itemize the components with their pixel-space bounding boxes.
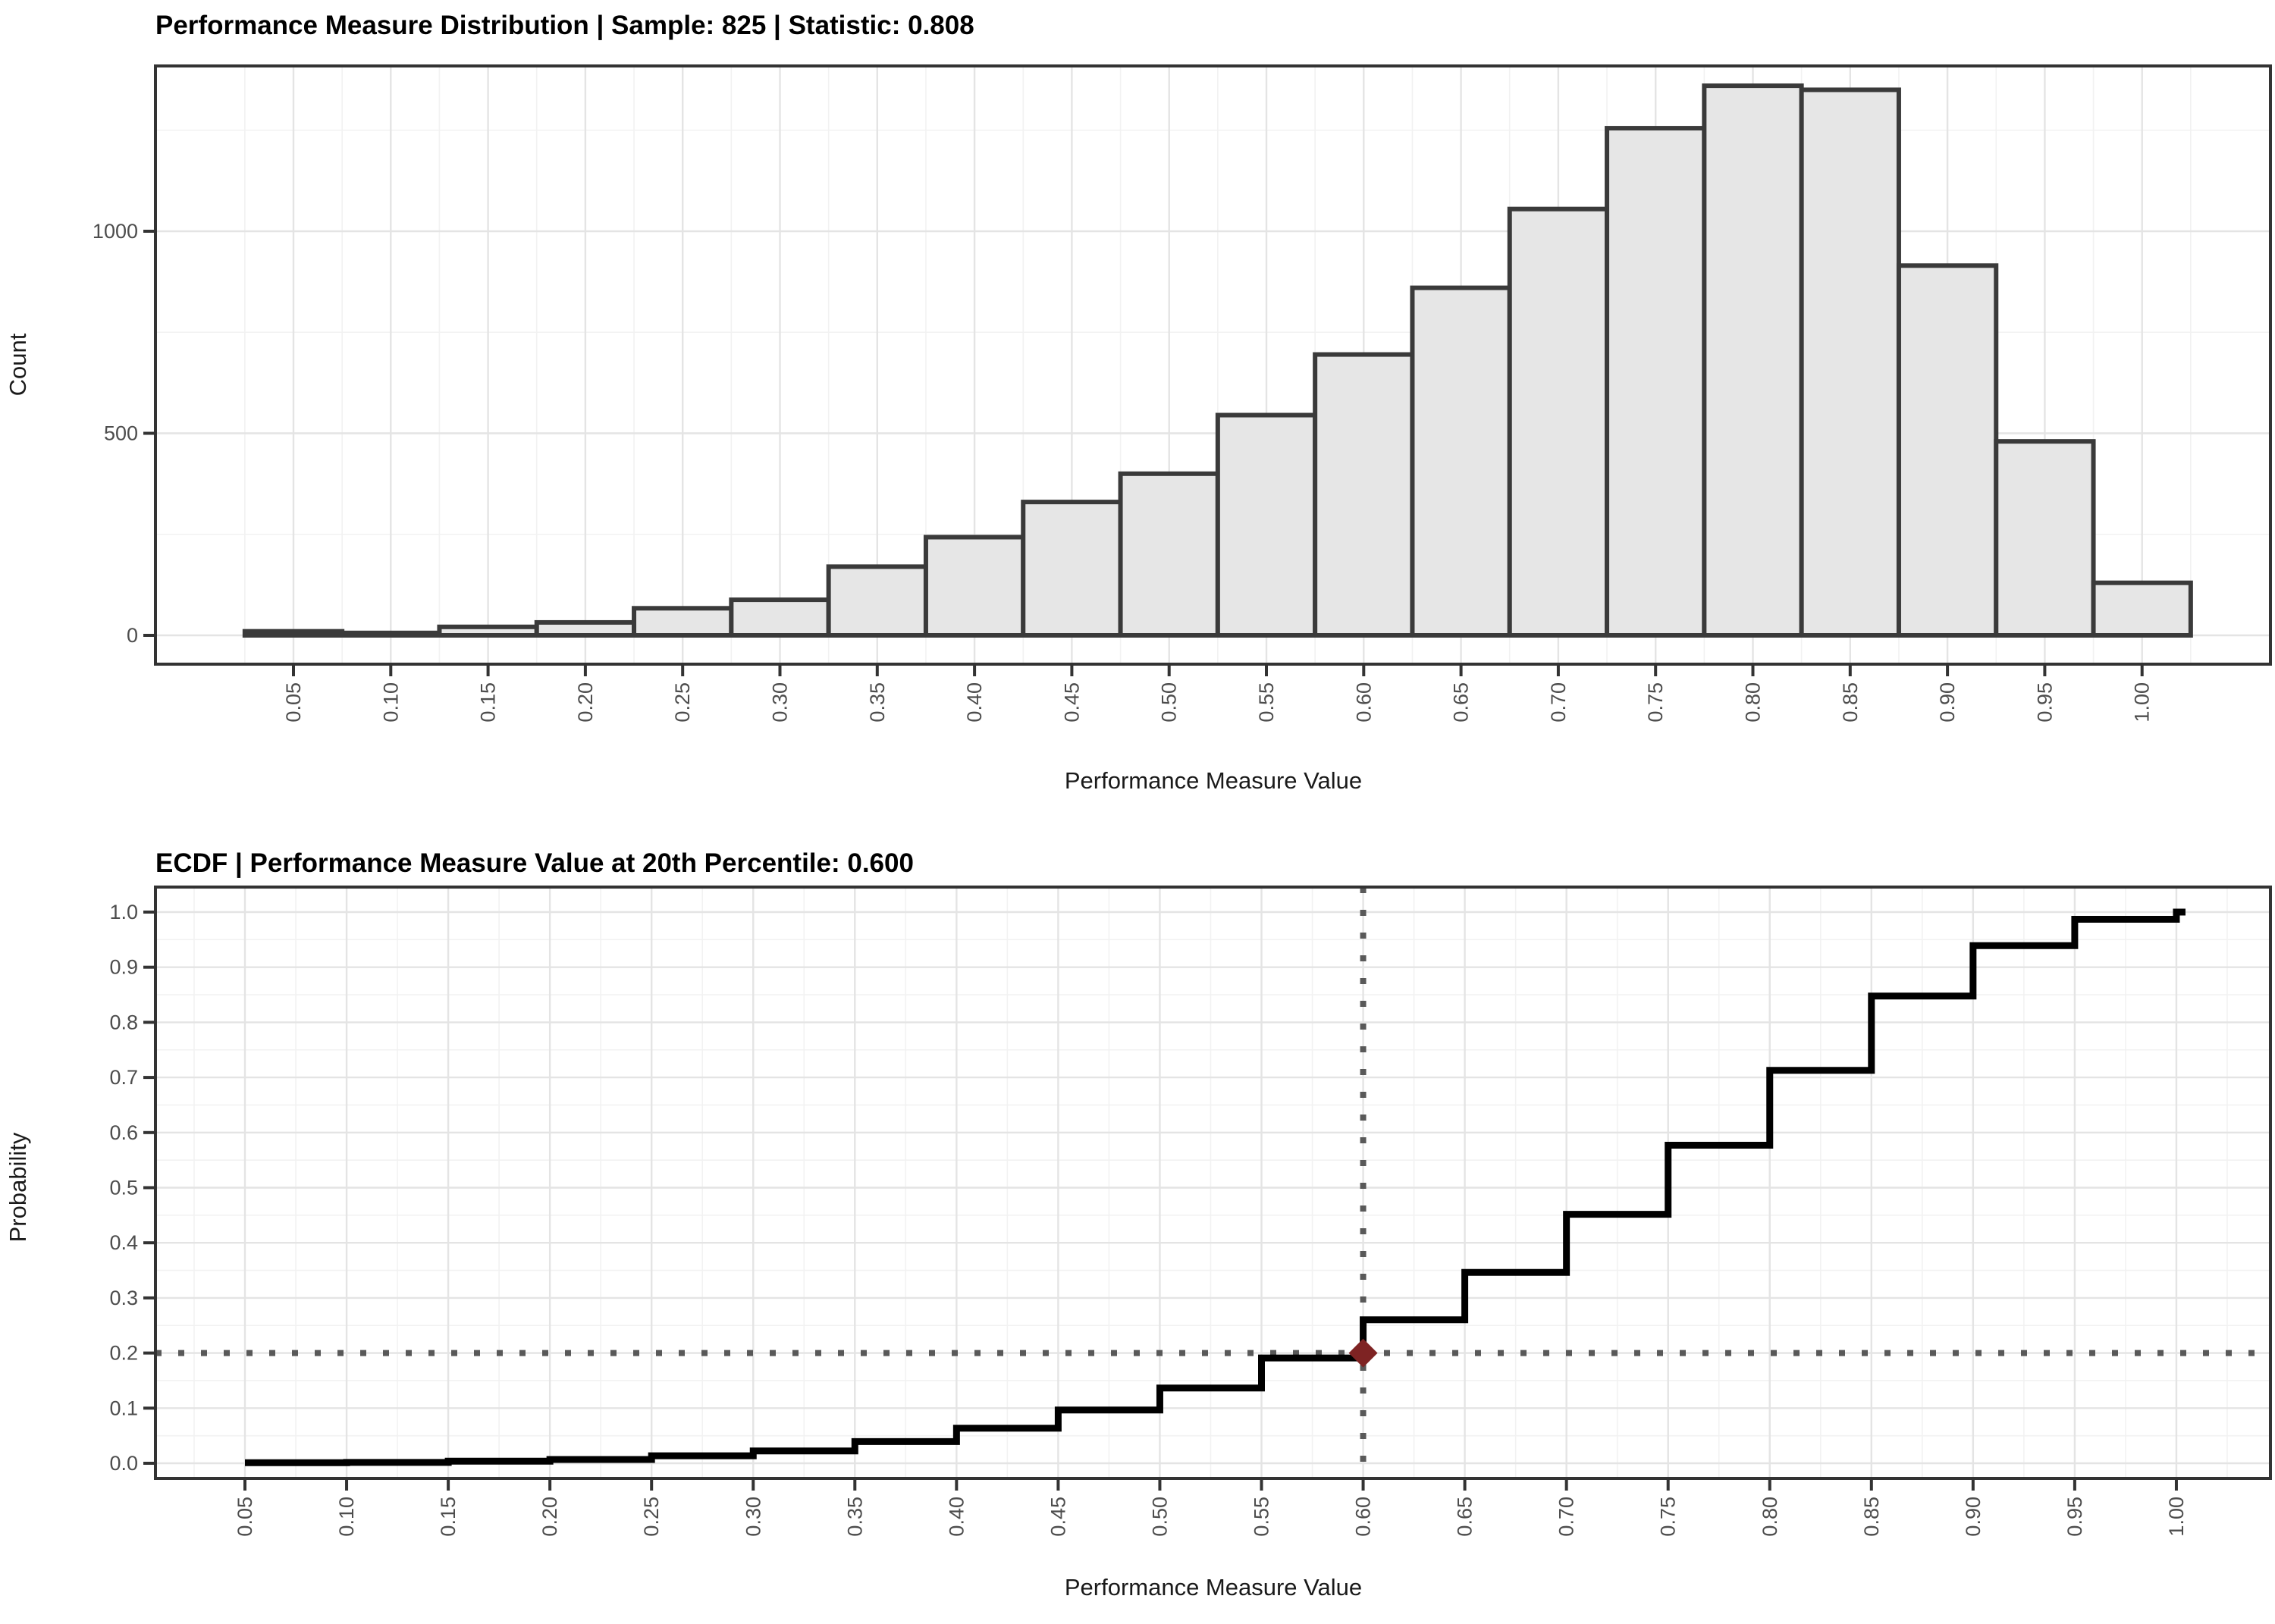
y-tick-label: 0 (127, 624, 138, 647)
histogram-bar (729, 597, 831, 638)
histogram-bar (242, 629, 345, 638)
histogram-bar (1605, 126, 1707, 638)
histogram-bar (1118, 471, 1220, 638)
x-tick-label: 0.60 (1352, 1497, 1375, 1537)
histogram-panel: Performance Measure Distribution | Sampl… (5, 11, 2272, 794)
histogram-bar (632, 606, 734, 638)
y-tick-label: 0.3 (109, 1287, 138, 1309)
x-tick-label: 0.70 (1555, 1497, 1578, 1537)
x-tick-label: 0.50 (1148, 1497, 1171, 1537)
x-tick-label: 0.45 (1046, 1497, 1069, 1537)
y-tick-label: 0.6 (109, 1121, 138, 1144)
x-tick-label: 0.15 (437, 1497, 460, 1537)
x-tick-label: 0.85 (1860, 1497, 1883, 1537)
ecdf-guides (155, 887, 2270, 1478)
x-tick-label: 0.50 (1158, 682, 1181, 723)
x-tick-label: 0.75 (1657, 1497, 1680, 1537)
x-tick-label: 0.90 (1962, 1497, 1985, 1537)
y-tick-label: 0.2 (109, 1342, 138, 1365)
x-tick-label: 0.80 (1759, 1497, 1781, 1537)
x-tick-label: 0.25 (671, 682, 694, 723)
y-tick-label: 0.1 (109, 1397, 138, 1419)
histogram-title: Performance Measure Distribution | Sampl… (155, 11, 974, 40)
x-tick-label: 0.75 (1644, 682, 1667, 723)
x-tick-label: 0.25 (640, 1497, 663, 1537)
ecdf-x-axis-title: Performance Measure Value (1065, 1574, 1362, 1600)
histogram-bar (340, 630, 442, 638)
histogram-bar (1799, 87, 1901, 638)
y-tick-label: 0.7 (109, 1066, 138, 1089)
ecdf-percentile-point (1348, 1338, 1378, 1368)
y-tick-label: 0.0 (109, 1452, 138, 1475)
histogram-bar (1021, 500, 1123, 638)
x-tick-label: 0.35 (866, 682, 889, 723)
ecdf-title: ECDF | Performance Measure Value at 20th… (155, 848, 914, 878)
ecdf-line (245, 908, 2186, 1466)
x-tick-label: 0.80 (1742, 682, 1765, 723)
x-tick-label: 0.65 (1454, 1497, 1476, 1537)
y-tick-label: 1000 (93, 220, 138, 243)
y-tick-label: 0.9 (109, 956, 138, 979)
x-tick-label: 0.35 (843, 1497, 866, 1537)
histogram-bar (1702, 83, 1804, 638)
ecdf-panel: ECDF | Performance Measure Value at 20th… (5, 848, 2272, 1600)
histogram-tick-labels: 0.05 0.10 0.15 0.20 0.25 0.30 0.35 0.40 0.45 0.50… (93, 220, 2154, 723)
x-tick-label: 0.30 (742, 1497, 764, 1537)
ecdf-panel-border (154, 886, 2272, 1480)
ecdf-y-axis-title: Probability (5, 1132, 31, 1242)
percentile-point (1348, 1338, 1378, 1368)
x-tick-label: 0.90 (1936, 682, 1959, 723)
histogram-bar (1215, 412, 1318, 638)
x-tick-label: 0.20 (574, 682, 597, 723)
x-tick-label: 0.55 (1255, 682, 1278, 723)
histogram-bar (1507, 206, 1610, 638)
x-tick-label: 0.95 (2033, 682, 2056, 723)
x-tick-label: 0.20 (538, 1497, 561, 1537)
x-tick-label: 0.60 (1352, 682, 1375, 723)
x-tick-label: 0.55 (1250, 1497, 1273, 1537)
x-tick-label: 0.05 (282, 682, 305, 723)
x-tick-label: 0.85 (1839, 682, 1862, 723)
histogram-bar (534, 619, 637, 638)
x-tick-label: 0.30 (769, 682, 792, 723)
y-tick-label: 0.4 (109, 1231, 138, 1254)
x-tick-label: 1.00 (2165, 1497, 2188, 1537)
y-tick-label: 1.0 (109, 901, 138, 923)
x-tick-label: 0.40 (945, 1497, 968, 1537)
histogram-ticks (143, 230, 2144, 676)
histogram-bar (1896, 263, 1999, 638)
x-tick-label: 0.15 (477, 682, 500, 723)
ecdf-tick-labels: 0.05 0.10 0.15 0.20 0.25 0.30 0.35 0.40 0.45 0.50… (109, 901, 2187, 1537)
histogram-bars (242, 83, 2193, 638)
x-tick-label: 1.00 (2131, 682, 2154, 723)
histogram-bar (437, 624, 539, 638)
histogram-bar (2091, 580, 2193, 638)
y-tick-label: 0.8 (109, 1011, 138, 1033)
x-tick-label: 0.05 (234, 1497, 256, 1537)
x-tick-label: 0.40 (963, 682, 986, 723)
histogram-y-axis-title: Count (5, 333, 31, 396)
ecdf-ticks (143, 911, 2178, 1491)
ecdf-step-line (245, 908, 2186, 1466)
y-tick-label: 0.5 (109, 1177, 138, 1199)
histogram-panel-border (154, 64, 2272, 666)
x-tick-label: 0.95 (2063, 1497, 2086, 1537)
histogram-bar (1313, 352, 1415, 638)
y-tick-label: 500 (104, 422, 138, 445)
histogram-x-axis-title: Performance Measure Value (1065, 767, 1362, 794)
x-tick-label: 0.70 (1547, 682, 1570, 723)
histogram-bar (923, 535, 1026, 638)
x-tick-label: 0.10 (379, 682, 402, 723)
x-tick-label: 0.45 (1060, 682, 1083, 723)
histogram-bar (1410, 285, 1512, 638)
x-tick-label: 0.10 (335, 1497, 358, 1537)
histogram-bar (826, 564, 928, 638)
x-tick-label: 0.65 (1450, 682, 1473, 723)
histogram-bar (1994, 439, 2096, 638)
